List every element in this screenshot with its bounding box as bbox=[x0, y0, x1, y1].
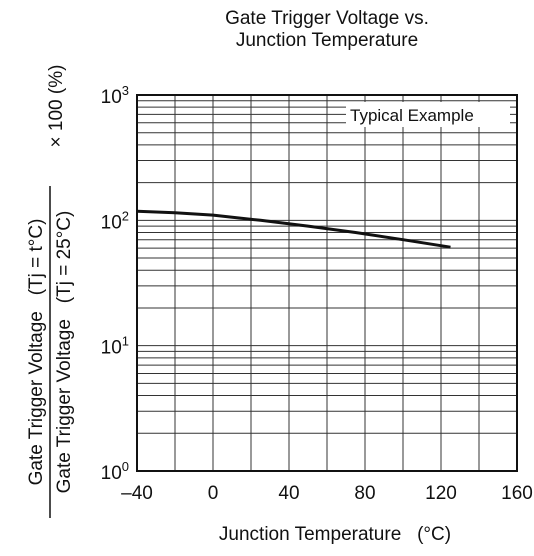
y-tick-base: 10 bbox=[101, 338, 122, 359]
chart-title-line2: Junction Temperature bbox=[235, 30, 419, 51]
x-tick-label: 80 bbox=[354, 483, 375, 504]
y-tick-label: 100 bbox=[101, 459, 129, 484]
y-label-multiplier: × 100 (%) bbox=[46, 65, 67, 148]
grid bbox=[137, 95, 517, 471]
x-tick-label: 160 bbox=[501, 483, 533, 504]
plot-frame bbox=[136, 94, 518, 472]
y-tick-label: 102 bbox=[101, 208, 129, 233]
series-layer bbox=[136, 209, 451, 249]
x-axis-label: Junction Temperature (°C) bbox=[218, 524, 452, 545]
y-label-numerator: Gate Trigger Voltage (Tj = t°C) bbox=[26, 219, 47, 486]
y-label-denominator: Gate Trigger Voltage (Tj = 25°C) bbox=[54, 211, 75, 494]
y-tick-label: 103 bbox=[101, 83, 129, 108]
y-tick-label: 101 bbox=[101, 334, 129, 359]
x-tick-label: 0 bbox=[208, 483, 219, 504]
x-tick-label: 40 bbox=[278, 483, 299, 504]
y-tick-exponent: 0 bbox=[122, 459, 129, 474]
y-tick-exponent: 1 bbox=[122, 334, 129, 349]
x-tick-label: 120 bbox=[425, 483, 457, 504]
y-tick-base: 10 bbox=[101, 212, 122, 233]
chart-title-line1: Gate Trigger Voltage vs. bbox=[225, 8, 429, 29]
x-tick-label: –40 bbox=[121, 483, 153, 504]
series-line-0 bbox=[136, 209, 451, 249]
y-tick-exponent: 3 bbox=[122, 83, 129, 98]
annotation-typical-example: Typical Example bbox=[350, 106, 474, 125]
y-axis-label: Gate Trigger Voltage (Tj = t°C) Gate Tri… bbox=[26, 65, 75, 518]
annotation-box: Typical Example bbox=[346, 102, 510, 127]
y-tick-base: 10 bbox=[101, 463, 122, 484]
x-tick-labels: –40 0 40 80 120 160 bbox=[121, 483, 533, 504]
y-tick-base: 10 bbox=[101, 87, 122, 108]
y-tick-exponent: 2 bbox=[122, 208, 129, 223]
